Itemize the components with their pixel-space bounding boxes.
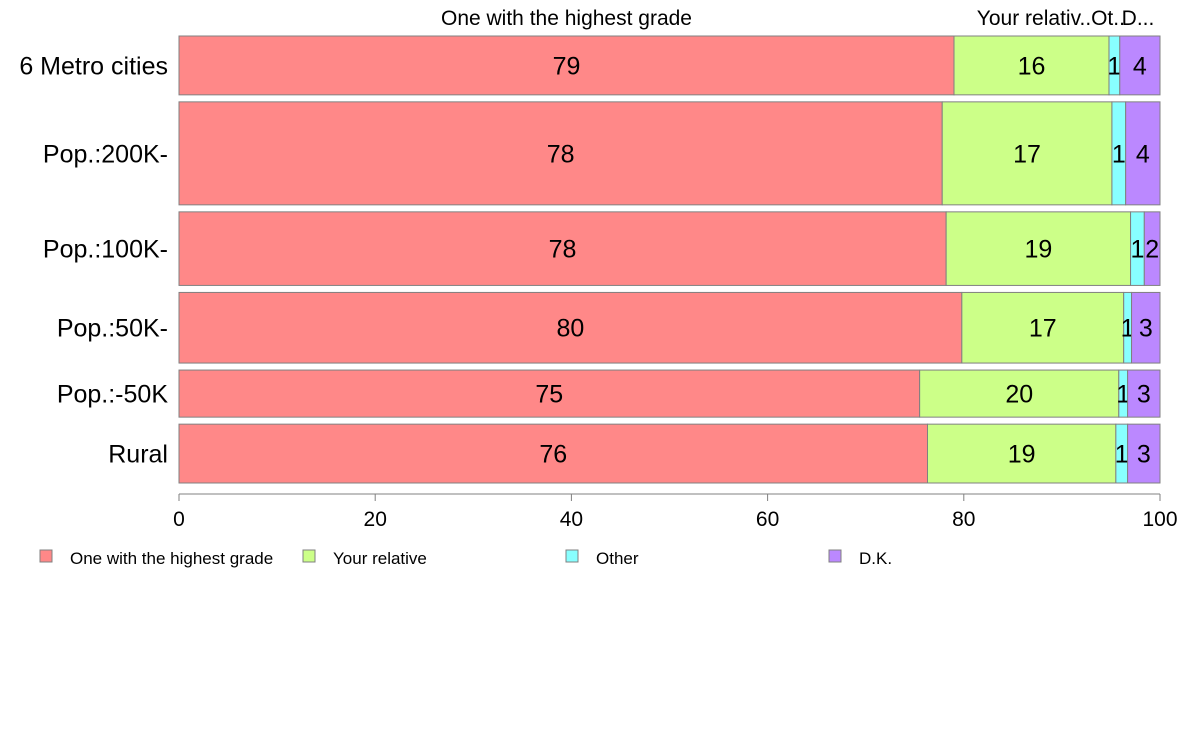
data-label: 80 [557, 315, 585, 343]
legend-label: Your relative [333, 549, 427, 568]
data-label: 1 [1115, 441, 1129, 469]
bar-segment [945, 211, 1132, 286]
data-label: 75 [535, 381, 563, 409]
x-tick-label: 60 [756, 508, 779, 531]
bar-segment [1119, 35, 1161, 96]
data-label: 1 [1107, 52, 1121, 80]
bar-segment [178, 369, 921, 418]
top-segment-label: One with the highest grade [441, 7, 692, 30]
bar-segment [178, 423, 929, 484]
x-tick-label: 20 [364, 508, 387, 531]
top-segment-label: D... [1122, 7, 1155, 30]
x-tick-label: 80 [952, 508, 975, 531]
data-label: 3 [1139, 315, 1153, 343]
data-label: 3 [1137, 381, 1151, 409]
bar-segment [178, 211, 947, 286]
category-label: Pop.:200K- [43, 140, 168, 168]
bar-segment [1125, 101, 1161, 206]
x-tick-label: 40 [560, 508, 583, 531]
bar-segment [178, 101, 943, 206]
data-label: 1 [1130, 236, 1144, 264]
category-label: Rural [108, 441, 168, 469]
bar-segment [1127, 423, 1161, 484]
bar-segment [178, 291, 963, 364]
legend-swatch [302, 549, 316, 563]
legend-swatch [565, 549, 579, 563]
legend-swatch [39, 549, 53, 563]
top-segment-label: Ot.. [1091, 7, 1125, 30]
data-label: 3 [1137, 441, 1151, 469]
data-label: 16 [1018, 52, 1046, 80]
legend-label: Other [596, 549, 639, 568]
data-label: 76 [539, 441, 567, 469]
data-label: 4 [1136, 140, 1150, 168]
category-label: Pop.:-50K [57, 381, 169, 409]
bar-segment [941, 101, 1113, 206]
data-label: 79 [553, 52, 581, 80]
bar-segment [927, 423, 1117, 484]
x-tick-label: 0 [173, 508, 185, 531]
data-label: 78 [547, 140, 575, 168]
data-label: 17 [1013, 140, 1041, 168]
category-label: Pop.:100K- [43, 236, 168, 264]
bar-segment [1143, 211, 1161, 286]
data-label: 4 [1133, 52, 1147, 80]
data-label: 17 [1029, 315, 1057, 343]
category-label: 6 Metro cities [19, 52, 168, 80]
data-label: 19 [1024, 236, 1052, 264]
legend-label: One with the highest grade [70, 549, 273, 568]
data-label: 1 [1116, 381, 1130, 409]
data-label: 1 [1112, 140, 1126, 168]
bar-segment [1127, 369, 1161, 418]
bar-segment [953, 35, 1110, 96]
bar-segment [919, 369, 1120, 418]
bar-segment [178, 35, 955, 96]
data-label: 78 [549, 236, 577, 264]
x-tick-label: 100 [1142, 508, 1177, 531]
legend-label: D.K. [859, 549, 892, 568]
data-label: 20 [1005, 381, 1033, 409]
bar-segment [961, 291, 1125, 364]
data-label: 2 [1145, 236, 1159, 264]
category-label: Pop.:50K- [57, 315, 168, 343]
legend-swatch [828, 549, 842, 563]
top-segment-label: Your relativ.. [977, 7, 1091, 30]
data-label: 19 [1008, 441, 1036, 469]
bar-segment [1131, 291, 1161, 364]
